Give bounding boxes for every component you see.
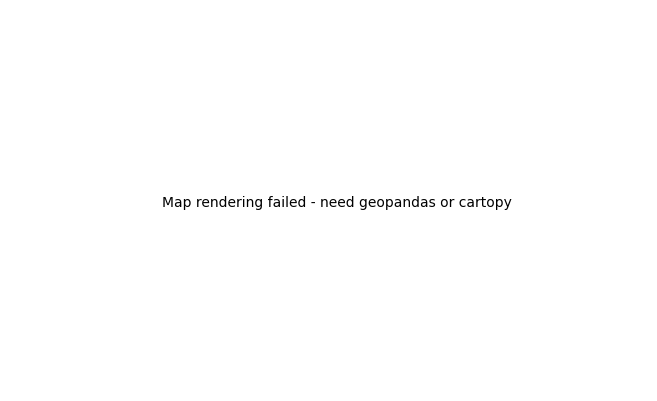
Text: Map rendering failed - need geopandas or cartopy: Map rendering failed - need geopandas or…: [162, 196, 512, 209]
